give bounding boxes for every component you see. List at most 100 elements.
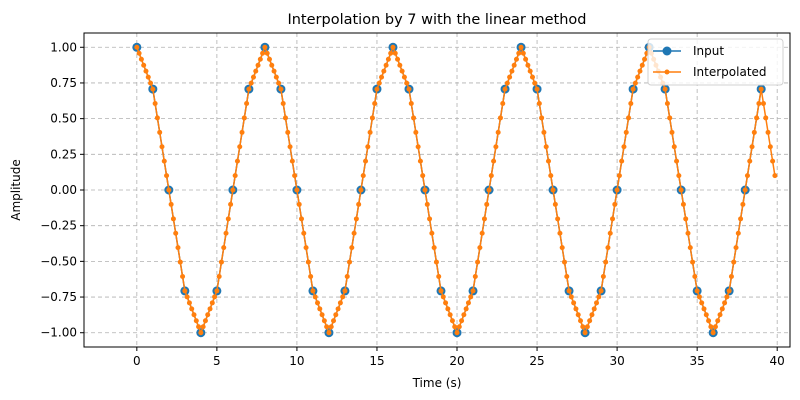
interpolated-point [347, 259, 353, 265]
interpolated-point [568, 294, 574, 300]
interpolated-point [539, 115, 545, 121]
interpolated-point [573, 306, 579, 312]
interpolated-point [404, 80, 410, 86]
x-tick-label: 25 [529, 354, 544, 368]
interpolated-point [331, 318, 337, 324]
interpolated-point [735, 230, 741, 236]
y-tick-label: −0.25 [40, 219, 77, 233]
interpolated-point [230, 187, 236, 193]
y-tick-label: 0.75 [50, 76, 77, 90]
interpolated-point [415, 144, 421, 150]
interpolated-point [136, 50, 142, 56]
interpolated-point [564, 273, 570, 279]
interpolated-point [767, 144, 773, 150]
interpolated-point [667, 115, 673, 121]
interpolated-point [164, 173, 170, 179]
interpolated-point [349, 245, 355, 251]
interpolated-point [198, 330, 204, 336]
interpolated-point [733, 245, 739, 251]
interpolated-point [760, 101, 766, 107]
interpolated-point [385, 56, 391, 62]
interpolated-point [401, 74, 407, 80]
interpolated-point [470, 288, 476, 294]
interpolated-point [424, 201, 430, 207]
interpolated-point [216, 273, 222, 279]
interpolated-point [696, 294, 702, 300]
interpolated-point [344, 273, 350, 279]
x-axis-label: Time (s) [412, 376, 462, 390]
interpolated-point [591, 306, 597, 312]
interpolated-point [484, 201, 490, 207]
interpolated-point [502, 86, 508, 92]
interpolated-point [566, 288, 572, 294]
interpolated-point [703, 312, 709, 318]
interpolated-point [678, 187, 684, 193]
interpolated-point [431, 245, 437, 251]
legend-interpolated-label: Interpolated [693, 65, 767, 79]
interpolated-point [662, 86, 668, 92]
interpolated-point [335, 306, 341, 312]
y-tick-label: −1.00 [40, 326, 77, 340]
interpolated-point [456, 324, 462, 330]
interpolated-point [479, 230, 485, 236]
interpolated-point [550, 187, 556, 193]
interpolated-point [543, 144, 549, 150]
x-axis: 0 5 10 15 20 25 30 35 40 [133, 347, 785, 368]
interpolated-point [374, 86, 380, 92]
interpolated-point [221, 245, 227, 251]
x-tick-label: 0 [133, 354, 141, 368]
interpolated-point [324, 324, 330, 330]
interpolated-point [239, 129, 245, 135]
legend-interpolated-marker [664, 69, 670, 75]
interpolated-point [433, 259, 439, 265]
interpolated-point [529, 74, 535, 80]
interpolated-point [253, 68, 259, 74]
interpolated-point [765, 129, 771, 135]
interpolated-point [488, 173, 494, 179]
interpolated-point [134, 44, 140, 50]
interpolated-point [616, 173, 622, 179]
interpolated-point [614, 187, 620, 193]
interpolated-point [312, 294, 318, 300]
interpolated-point [319, 312, 325, 318]
interpolated-point [303, 245, 309, 251]
interpolated-point [271, 68, 277, 74]
interpolated-point [191, 312, 197, 318]
interpolated-point [621, 144, 627, 150]
interpolated-point [525, 62, 531, 68]
x-tick-label: 30 [609, 354, 624, 368]
interpolated-point [166, 187, 172, 193]
interpolated-point [632, 80, 638, 86]
interpolated-point [596, 294, 602, 300]
interpolated-point [758, 86, 764, 92]
interpolated-point [289, 158, 295, 164]
interpolated-point [738, 216, 744, 222]
interpolated-point [481, 216, 487, 222]
interpolated-point [232, 173, 238, 179]
interpolated-point [237, 144, 243, 150]
interpolated-line [136, 45, 776, 335]
interpolated-point [552, 201, 558, 207]
legend-input-marker [662, 46, 672, 56]
interpolated-point [173, 230, 179, 236]
interpolated-point [182, 288, 188, 294]
interpolated-point [209, 300, 215, 306]
interpolated-point [463, 306, 469, 312]
interpolated-point [443, 300, 449, 306]
x-tick-label: 35 [690, 354, 705, 368]
interpolated-point [580, 324, 586, 330]
interpolated-point [301, 230, 307, 236]
y-tick-label: 0.25 [50, 147, 77, 161]
interpolated-point [392, 50, 398, 56]
interpolated-point [159, 144, 165, 150]
interpolated-point [685, 230, 691, 236]
interpolated-point [637, 68, 643, 74]
interpolated-point [308, 273, 314, 279]
interpolated-point [623, 129, 629, 135]
interpolated-point [612, 201, 618, 207]
interpolated-point [719, 306, 725, 312]
interpolated-point [772, 173, 778, 179]
y-axis-label: Amplitude [9, 159, 23, 221]
interpolated-point [559, 245, 565, 251]
